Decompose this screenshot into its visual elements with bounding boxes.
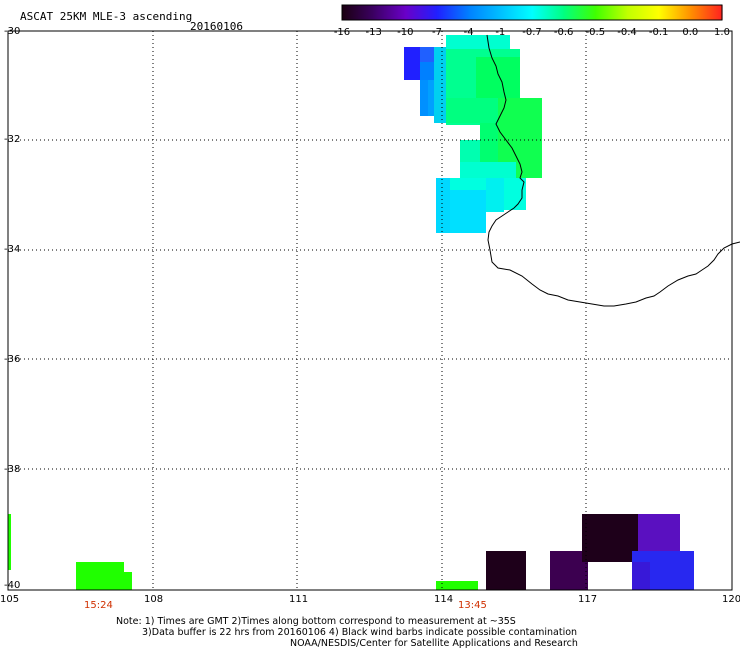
lon-label: 120: [722, 594, 740, 605]
colorbar-tick-label: -13: [365, 27, 381, 38]
colorbar-segment: [405, 5, 438, 20]
colorbar-tick-label: 0.0: [682, 27, 698, 38]
colorbar-tick-label: -0.4: [617, 27, 637, 38]
colorbar-tick-label: -7: [432, 27, 442, 38]
colorbar-segment: [690, 5, 723, 20]
colorbar-segment: [627, 5, 660, 20]
colorbar-segment: [500, 5, 533, 20]
colorbar-segment: [373, 5, 406, 20]
colorbar-border: [341, 4, 723, 21]
note-line-2: 3)Data buffer is 22 hrs from 20160106 4)…: [142, 627, 578, 638]
colorbar-tick-label: 1.0: [714, 27, 730, 38]
colorbar-tick-label: -1: [495, 27, 505, 38]
colorbar-tick-label: -0.1: [649, 27, 669, 38]
lat-label: -32: [4, 134, 21, 145]
lat-label: -40: [4, 580, 21, 591]
wind-data-layer: [8, 35, 694, 590]
colorbar-tick-label: -0.6: [554, 27, 574, 38]
lon-label: 114: [434, 594, 454, 605]
chart-date: 20160106: [190, 20, 243, 33]
lon-label: 108: [144, 594, 164, 605]
colorbar-tick-label: -0.5: [586, 27, 606, 38]
lat-label: -34: [4, 244, 21, 255]
colorbar-segment: [563, 5, 596, 20]
lat-label: -36: [4, 354, 21, 365]
colorbar-tick-label: -4: [464, 27, 474, 38]
colorbar-tick-label: -10: [397, 27, 413, 38]
note-line-1: Note: 1) Times are GMT 2)Times along bot…: [116, 616, 516, 627]
chart-title: ASCAT 25KM MLE-3 ascending: [20, 10, 193, 23]
colorbar-segment: [595, 5, 628, 20]
lon-label: 105: [0, 594, 20, 605]
lat-label: -30: [4, 26, 21, 37]
lon-label: 111: [289, 594, 309, 605]
colorbar-segment: [658, 5, 691, 20]
pass-time: 13:45: [458, 600, 487, 611]
colorbar-segment: [468, 5, 501, 20]
colorbar-tick-label: -0.7: [522, 27, 542, 38]
note-line-3: NOAA/NESDIS/Center for Satellite Applica…: [290, 638, 578, 649]
colorbar-segment: [532, 5, 565, 20]
lon-label: 117: [578, 594, 598, 605]
coastline: [486, 34, 740, 307]
colorbar-segment: [437, 5, 470, 20]
map-frame: [7, 30, 733, 591]
colorbar-tick-label: -16: [334, 27, 350, 38]
grid-lines: [7, 30, 733, 591]
pass-time: 15:24: [84, 600, 113, 611]
colorbar: -16 -13 -10 -7 -4 -1 -0.7 -0.6 -0.5 -0.4 -0.1 0.0 1.…: [334, 4, 730, 38]
lat-label: -38: [4, 464, 21, 475]
colorbar-segment: [342, 5, 375, 20]
